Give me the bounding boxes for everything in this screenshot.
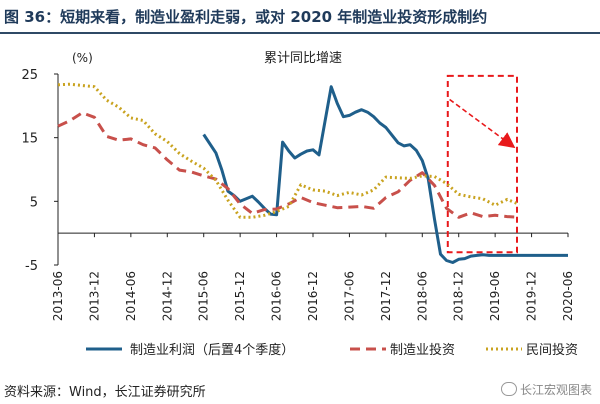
series-line-1 <box>202 85 568 264</box>
x-tick-label: 2017-12 <box>379 271 393 321</box>
legend-label-3: 民间投资 <box>526 342 578 358</box>
figure-header: 图 36：短期来看，制造业盈利走弱，或对 2020 年制造业投资形成制约 <box>0 0 600 34</box>
y-unit-label: (%) <box>72 51 93 65</box>
y-tick-label: 15 <box>21 132 38 147</box>
chart: 累计同比增速 (%) -5 5 15 25 2013-06 2013-12 2014-06 201… <box>21 51 578 358</box>
chart-title: 累计同比增速 <box>264 51 342 66</box>
x-tick-label: 2015-12 <box>233 271 247 321</box>
x-tick-label: 2013-12 <box>87 271 101 321</box>
x-tick-label: 2018-06 <box>415 271 429 321</box>
x-tick-label: 2013-06 <box>51 271 65 321</box>
watermark: 长江宏观图表 <box>500 381 592 398</box>
x-tick-label: 2017-06 <box>342 271 356 321</box>
y-tick-label: 5 <box>30 195 38 210</box>
x-tick-label: 2019-12 <box>525 271 539 321</box>
x-tick-label: 2015-06 <box>197 271 211 321</box>
x-tick-label: 2014-12 <box>160 271 174 321</box>
series-line-2 <box>57 111 520 219</box>
wechat-icon <box>500 382 517 396</box>
source-note: 资料来源：Wind，长江证券研究所 <box>4 385 206 400</box>
legend-label-2: 制造业投资 <box>390 342 455 358</box>
figure-title: 图 36：短期来看，制造业盈利走弱，或对 2020 年制造业投资形成制约 <box>4 8 488 26</box>
highlight-box <box>446 74 518 254</box>
x-tick-label: 2014-06 <box>124 271 138 321</box>
x-tick-label: 2016-06 <box>270 271 284 321</box>
x-tick-label: 2020-06 <box>561 271 575 321</box>
y-tick-label: -5 <box>25 259 38 274</box>
x-tick-label: 2018-12 <box>452 271 466 321</box>
trend-arrow <box>449 98 516 149</box>
x-tick-label: 2019-06 <box>488 271 502 321</box>
watermark-text: 长江宏观图表 <box>519 383 592 397</box>
x-tick-label: 2016-12 <box>306 271 320 321</box>
y-tick-label: 25 <box>21 68 38 83</box>
legend-label-1: 制造业利润（后置4个季度） <box>130 342 294 358</box>
